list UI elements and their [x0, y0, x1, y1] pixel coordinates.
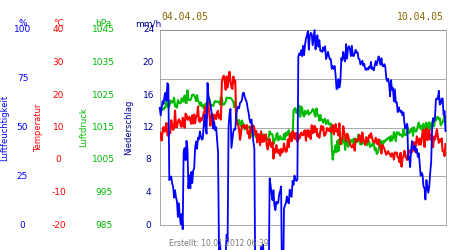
- Text: 4: 4: [146, 188, 151, 197]
- Text: Erstellt: 10.01.2012 06:39: Erstellt: 10.01.2012 06:39: [169, 238, 269, 248]
- Text: 25: 25: [17, 172, 28, 181]
- Text: 0: 0: [56, 156, 61, 164]
- Text: Temperatur: Temperatur: [34, 103, 43, 152]
- Text: 1035: 1035: [92, 58, 115, 67]
- Text: 8: 8: [146, 156, 151, 164]
- Text: 04.04.05: 04.04.05: [161, 12, 208, 22]
- Text: Luftfeuchtigkeit: Luftfeuchtigkeit: [0, 94, 9, 160]
- Text: -20: -20: [51, 220, 66, 230]
- Text: 1005: 1005: [92, 156, 115, 164]
- Text: 985: 985: [95, 220, 112, 230]
- Text: 75: 75: [17, 74, 28, 83]
- Text: 24: 24: [143, 26, 154, 35]
- Text: 20: 20: [143, 58, 154, 67]
- Text: 50: 50: [17, 123, 28, 132]
- Text: %: %: [18, 19, 27, 28]
- Text: 1045: 1045: [92, 26, 115, 35]
- Text: 10: 10: [53, 123, 64, 132]
- Text: 995: 995: [95, 188, 112, 197]
- Text: 100: 100: [14, 26, 31, 35]
- Text: Luftdruck: Luftdruck: [79, 108, 88, 147]
- Text: 12: 12: [143, 123, 154, 132]
- Text: hPa: hPa: [95, 19, 112, 28]
- Text: 1015: 1015: [92, 123, 115, 132]
- Text: 30: 30: [53, 58, 64, 67]
- Text: -10: -10: [51, 188, 66, 197]
- Text: mm/h: mm/h: [135, 19, 162, 28]
- Text: 40: 40: [53, 26, 64, 35]
- Text: 0: 0: [20, 220, 25, 230]
- Text: 1025: 1025: [92, 90, 115, 100]
- Text: 10.04.05: 10.04.05: [397, 12, 444, 22]
- Text: Niederschlag: Niederschlag: [124, 100, 133, 155]
- Text: 16: 16: [143, 90, 154, 100]
- Text: 20: 20: [53, 90, 64, 100]
- Text: °C: °C: [53, 19, 64, 28]
- Text: 0: 0: [146, 220, 151, 230]
